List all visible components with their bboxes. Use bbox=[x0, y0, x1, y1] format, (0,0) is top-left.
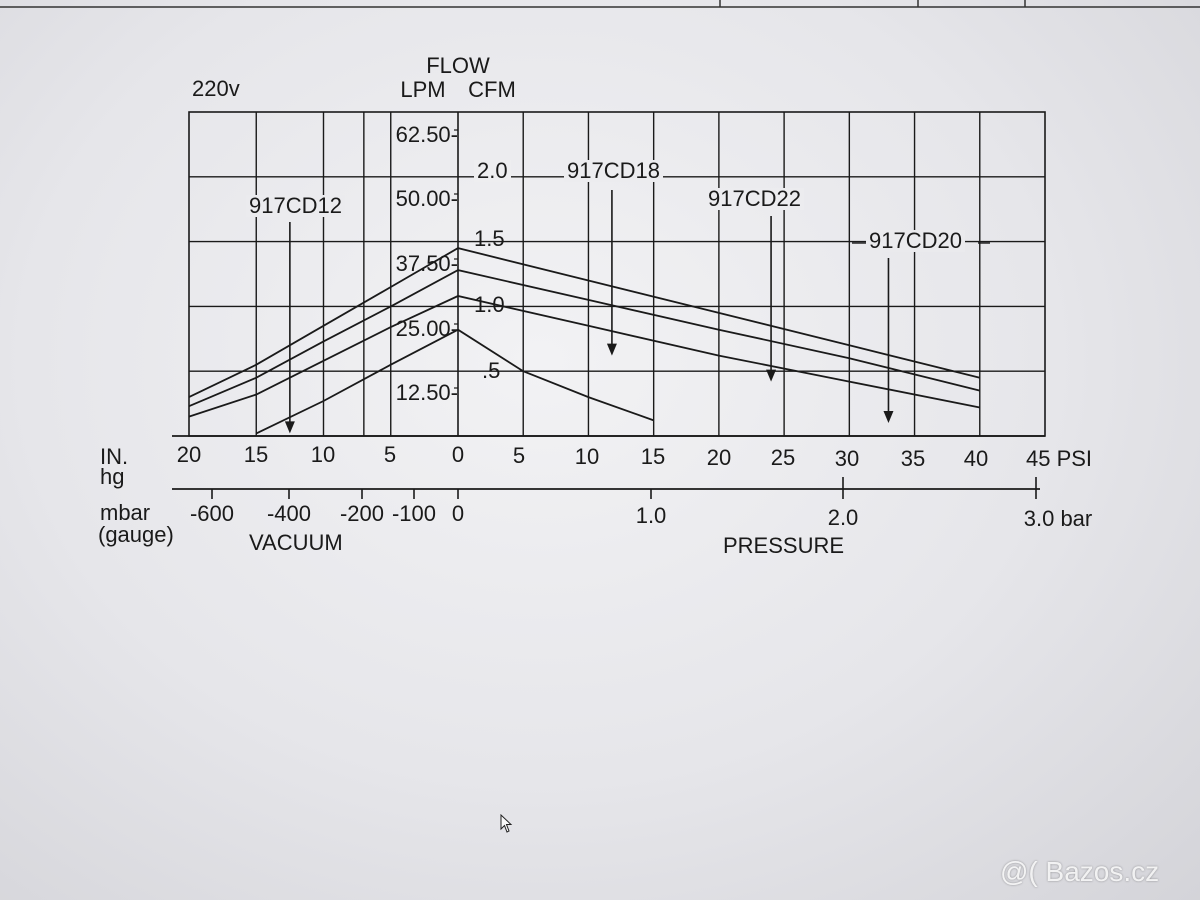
psi-tick-last: 45 PSI bbox=[1026, 446, 1093, 471]
series-line-917cd22 bbox=[188, 269, 981, 408]
y-axis-right-label: CFM bbox=[468, 77, 516, 102]
y-axis-left-label: LPM bbox=[400, 77, 446, 102]
watermark: @( Bazos.cz bbox=[1000, 856, 1160, 887]
vacuum-label: VACUUM bbox=[249, 530, 343, 555]
inhg-tick: 15 bbox=[243, 442, 269, 467]
arrow-917cd22-head bbox=[766, 369, 777, 382]
lpm-tick: 62.50- bbox=[395, 122, 458, 147]
cfm-tick: 2.0 bbox=[474, 160, 511, 182]
inhg-title-line2: hg bbox=[100, 464, 125, 489]
mbar-tick: -200 bbox=[339, 501, 385, 526]
lpm-tick: 37.50- bbox=[395, 251, 458, 276]
mbar-tick: 0 bbox=[451, 501, 465, 526]
psi-tick: 25 bbox=[770, 445, 796, 470]
mbar-title-line2: (gauge) bbox=[98, 522, 174, 547]
series-label-917cd20: 917CD20 bbox=[866, 230, 965, 252]
psi-tick: 20 bbox=[706, 445, 732, 470]
cfm-tick: 1.5 bbox=[474, 226, 505, 251]
psi-tick: 35 bbox=[900, 446, 926, 471]
bar-tick: 1.0 bbox=[635, 503, 667, 528]
mouse-cursor-icon bbox=[500, 814, 513, 833]
series-label-917cd12: 917CD12 bbox=[246, 195, 345, 217]
inhg-tick: 10 bbox=[310, 442, 336, 467]
mbar-tick: -100 bbox=[391, 501, 437, 526]
series-line-917cd20 bbox=[188, 247, 981, 398]
inhg-title-line1: IN. bbox=[100, 444, 129, 469]
chart-series bbox=[188, 247, 981, 435]
top-table-border bbox=[0, 0, 1200, 8]
mbar-tick: -600 bbox=[189, 501, 235, 526]
series-label-917cd18: 917CD18 bbox=[564, 160, 663, 182]
cfm-tick: 1.0 bbox=[474, 292, 505, 317]
psi-tick: 15 bbox=[640, 444, 666, 469]
series-label-917cd22: 917CD22 bbox=[705, 188, 804, 210]
mbar-tick: -400 bbox=[266, 501, 312, 526]
arrow-917cd12-head bbox=[284, 421, 295, 434]
chart-title: FLOW bbox=[426, 53, 490, 78]
inhg-tick: 0 bbox=[451, 442, 465, 467]
chart-arrows bbox=[284, 190, 990, 434]
arrow-917cd18-head bbox=[606, 343, 617, 356]
psi-tick: 10 bbox=[574, 444, 600, 469]
chart-axes bbox=[172, 129, 1045, 499]
mbar-title-line1: mbar bbox=[100, 500, 151, 525]
bar-tick: 3.0 bar bbox=[1023, 506, 1093, 531]
lpm-tick: 50.00- bbox=[395, 186, 458, 211]
series-line-917cd12 bbox=[255, 328, 655, 435]
psi-tick: 30 bbox=[834, 446, 860, 471]
cfm-tick: .5 bbox=[482, 358, 501, 383]
psi-tick: 40 bbox=[963, 446, 989, 471]
arrow-917cd20-head bbox=[883, 411, 894, 424]
pressure-label: PRESSURE bbox=[723, 533, 845, 558]
inhg-tick: 5 bbox=[383, 442, 397, 467]
lpm-tick: 25.00- bbox=[395, 316, 458, 341]
bar-tick: 2.0 bbox=[827, 505, 859, 530]
voltage-label: 220v bbox=[192, 76, 240, 101]
psi-tick: 5 bbox=[512, 443, 526, 468]
inhg-tick: 20 bbox=[176, 442, 202, 467]
series-line-917cd18 bbox=[188, 295, 980, 418]
lpm-tick: 12.50- bbox=[395, 380, 458, 405]
